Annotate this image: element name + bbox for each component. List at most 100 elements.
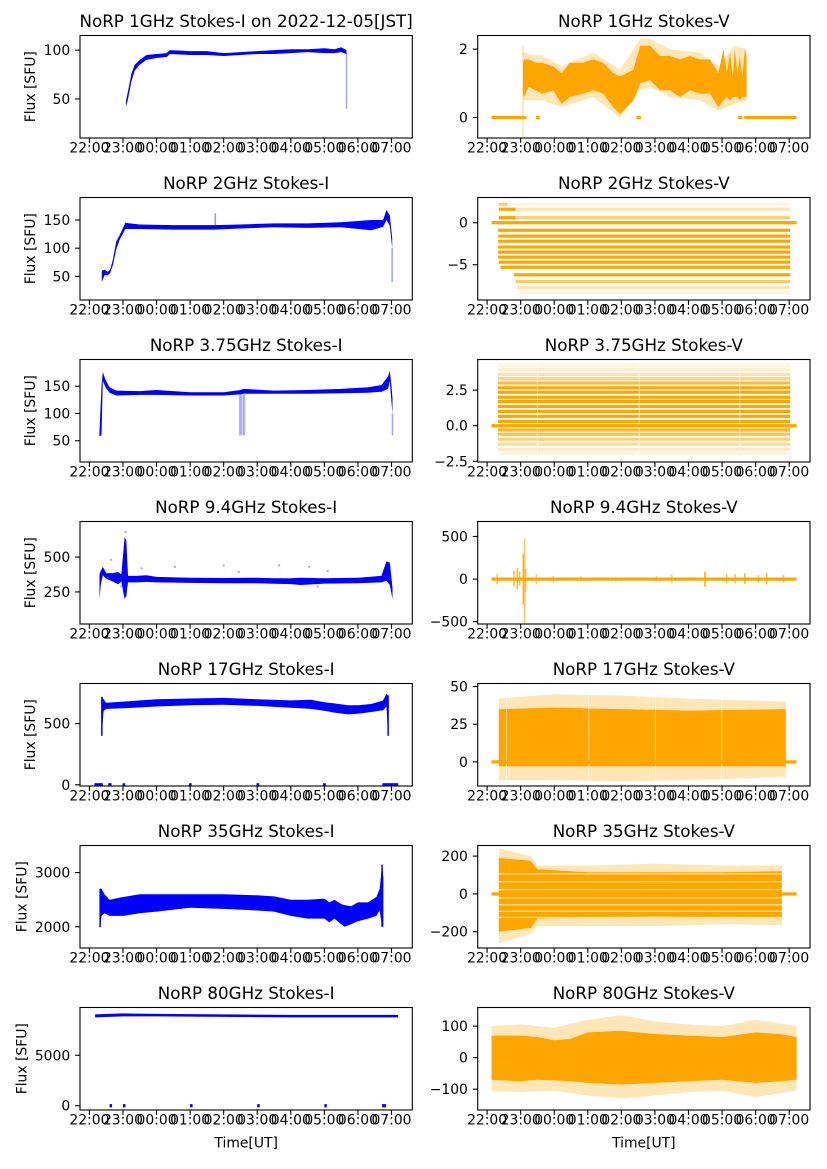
y-tick-label: 5000 (35, 1048, 70, 1064)
x-tick-label: 22:00 (467, 626, 507, 642)
scatter-dense-envelope (523, 45, 747, 115)
y-tick-label: 2 (459, 42, 468, 58)
axes-frame (79, 682, 413, 787)
constant-value-run (535, 115, 540, 120)
plot-area (491, 538, 797, 624)
constant-value-run (190, 1104, 193, 1108)
x-tick-label: 22:00 (69, 464, 109, 480)
x-tick-label: 23:00 (103, 1112, 143, 1128)
x-tick-label: 23:00 (103, 950, 143, 966)
y-tick-label: 0 (61, 1099, 70, 1115)
x-tick-label: 00:00 (137, 1112, 177, 1128)
x-tick-label: 04:00 (271, 788, 311, 804)
quantized-level (497, 372, 791, 377)
x-tick-label: 22:00 (467, 302, 507, 318)
quantized-level (497, 414, 791, 419)
chart-title: NoRP 35GHz Stokes-I (158, 821, 335, 841)
x-tick-label: 07:00 (769, 140, 809, 156)
x-tick-label: 05:00 (304, 788, 344, 804)
x-tick-label: 07:00 (371, 626, 411, 642)
chart-title: NoRP 1GHz Stokes-I on 2022-12-05[JST] (80, 11, 413, 31)
x-tick-label: 07:00 (769, 302, 809, 318)
x-tick-label: 22:00 (69, 302, 109, 318)
y-tick-label: 100 (441, 1019, 468, 1035)
x-tick-label: 01:00 (170, 464, 210, 480)
quantized-level (500, 265, 791, 269)
x-tick-label: 03:00 (635, 1112, 675, 1128)
x-tick-label: 23:00 (103, 140, 143, 156)
y-tick-label: 150 (44, 213, 71, 229)
constant-value-run (122, 783, 126, 786)
x-tick-label: 01:00 (170, 1112, 210, 1128)
constant-value-run (491, 892, 797, 896)
x-tick-label: 05:00 (304, 626, 344, 642)
axes-frame (477, 196, 811, 301)
chart-title: NoRP 1GHz Stokes-V (558, 11, 730, 31)
quantized-level (497, 442, 791, 446)
plot-area (94, 693, 399, 786)
x-tick-label: 01:00 (568, 626, 608, 642)
chart-title: NoRP 9.4GHz Stokes-I (155, 497, 337, 517)
quantized-level (498, 260, 791, 264)
plot-area (101, 209, 393, 282)
constant-value-run (256, 783, 260, 786)
x-tick-label: 22:00 (69, 626, 109, 642)
y-tick-label: 50 (53, 434, 71, 450)
y-tick-label: 0.0 (446, 419, 468, 435)
x-tick-label: 23:00 (103, 788, 143, 804)
x-tick-label: 03:00 (237, 788, 277, 804)
quantized-level (513, 273, 791, 277)
panel-80ghz-stokes-v: 22:0023:0000:0001:0002:0003:0004:0005:00… (430, 983, 811, 1152)
x-tick-label: 06:00 (338, 302, 378, 318)
x-tick-label: 22:00 (467, 140, 507, 156)
y-tick-label: 2000 (35, 920, 70, 936)
y-tick-label: −5 (447, 258, 467, 274)
y-tick-label: 0 (459, 887, 468, 903)
x-tick-label: 23:00 (501, 464, 541, 480)
constant-value-run (491, 115, 527, 120)
x-axis-label: Time[UT] (611, 1136, 675, 1152)
x-tick-label: 23:00 (103, 626, 143, 642)
scatter-dense-envelope (101, 693, 389, 736)
quantized-level (498, 250, 791, 254)
x-tick-label: 01:00 (170, 302, 210, 318)
x-tick-label: 23:00 (501, 626, 541, 642)
chart-title: NoRP 17GHz Stokes-V (553, 659, 736, 679)
x-tick-label: 07:00 (371, 950, 411, 966)
y-tick-label: 50 (53, 269, 71, 285)
y-tick-label: −2.5 (434, 454, 468, 470)
constant-value-run (324, 1104, 327, 1108)
x-tick-label: 22:00 (467, 950, 507, 966)
x-tick-label: 03:00 (237, 302, 277, 318)
x-tick-label: 04:00 (668, 140, 708, 156)
panel-35ghz-stokes-i: 22:0023:0000:0001:0002:0003:0004:0005:00… (14, 821, 413, 966)
y-tick-label: 50 (450, 680, 468, 696)
x-tick-label: 06:00 (736, 626, 776, 642)
x-tick-label: 06:00 (736, 950, 776, 966)
y-tick-label: 0 (459, 572, 468, 588)
x-tick-label: 04:00 (668, 1112, 708, 1128)
x-tick-label: 03:00 (635, 626, 675, 642)
quantized-level (497, 428, 791, 432)
axes-frame (477, 682, 811, 787)
x-tick-label: 22:00 (69, 788, 109, 804)
quantized-level (498, 239, 791, 243)
scatter-dense-envelope (99, 537, 393, 599)
x-tick-label: 04:00 (668, 302, 708, 318)
x-tick-label: 00:00 (137, 950, 177, 966)
constant-value-run (382, 1104, 387, 1108)
quantized-level (498, 255, 791, 259)
plot-area (491, 683, 797, 786)
x-tick-label: 04:00 (271, 1112, 311, 1128)
quantized-level (497, 432, 791, 436)
axes-frame (79, 844, 413, 949)
plot-area (491, 38, 797, 138)
quantized-level (497, 451, 791, 456)
x-tick-label: 02:00 (601, 788, 641, 804)
panel-17ghz-stokes-i: 22:0023:0000:0001:0002:0003:0004:0005:00… (23, 659, 413, 804)
y-tick-label: −100 (430, 1082, 468, 1098)
x-tick-label: 01:00 (568, 302, 608, 318)
y-tick-label: 150 (44, 379, 71, 395)
x-tick-label: 23:00 (501, 140, 541, 156)
